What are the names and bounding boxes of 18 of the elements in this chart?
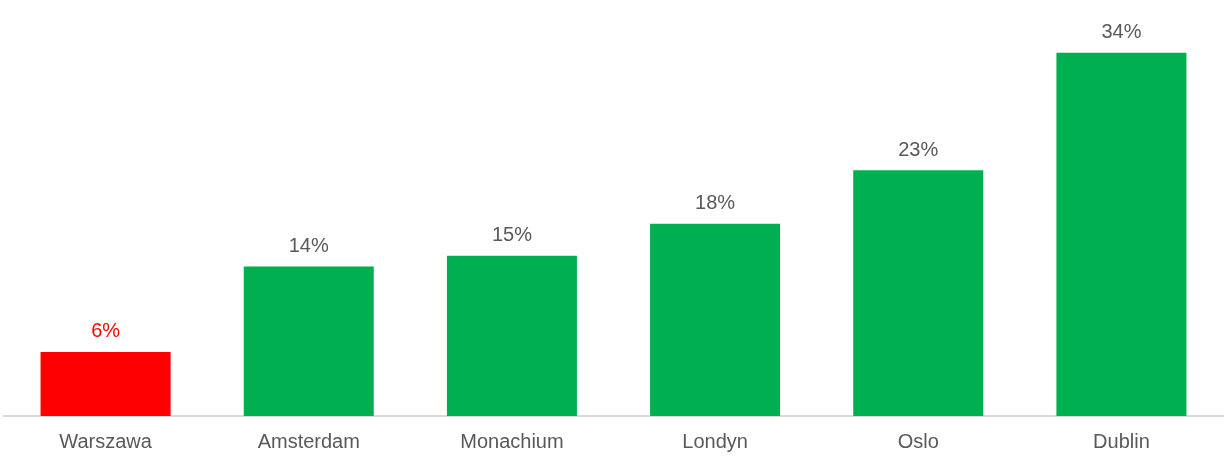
x-tick-label: Oslo [897, 429, 939, 452]
data-label: 18% [695, 191, 736, 214]
x-tick-label: Monachium [460, 429, 564, 452]
data-label: 23% [898, 137, 939, 160]
x-tick-label: Warszawa [59, 429, 153, 452]
x-tick-label: Dublin [1093, 429, 1150, 452]
bar [446, 255, 577, 416]
data-label: 34% [1101, 20, 1142, 43]
bar [650, 223, 781, 416]
bar [243, 266, 374, 416]
bar [853, 170, 984, 416]
x-tick-label: Londyn [682, 429, 748, 452]
data-label: 15% [491, 223, 533, 246]
data-label: 6% [91, 319, 121, 342]
data-label: 14% [288, 233, 329, 256]
x-tick-label: Amsterdam [257, 429, 360, 452]
bar [1056, 52, 1187, 416]
bar [40, 351, 171, 416]
